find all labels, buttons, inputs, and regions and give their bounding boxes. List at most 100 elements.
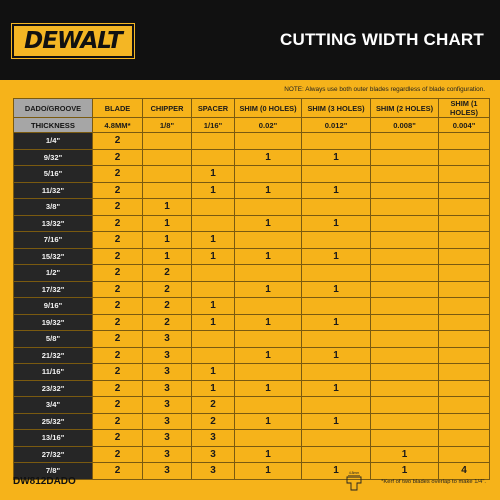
quantity-cell: [438, 214, 490, 232]
quantity-cell: [234, 132, 302, 150]
quantity-cell: [370, 165, 439, 183]
dado-size-cell: 5/8": [13, 330, 93, 348]
quantity-cell: [301, 396, 371, 414]
table-row: 3/8" 2 1: [13, 198, 490, 216]
quantity-cell: [191, 280, 235, 298]
quantity-cell: 2: [92, 429, 143, 447]
quantity-cell: 4: [438, 462, 490, 480]
quantity-cell: [438, 396, 490, 414]
dado-size-cell: 11/16": [13, 363, 93, 381]
quantity-cell: [438, 280, 490, 298]
quantity-cell: [234, 429, 302, 447]
quantity-cell: [438, 198, 490, 216]
dado-size-cell: 7/16": [13, 231, 93, 249]
quantity-cell: [234, 330, 302, 348]
quantity-cell: 2: [92, 297, 143, 315]
quantity-cell: [438, 412, 490, 430]
quantity-cell: [370, 379, 439, 397]
quantity-cell: [438, 429, 490, 447]
quantity-cell: [370, 148, 439, 166]
quantity-cell: [438, 379, 490, 397]
dado-size-cell: 13/16": [13, 429, 93, 447]
quantity-cell: 3: [191, 462, 235, 480]
quantity-cell: [370, 396, 439, 414]
thickness-cell: THICKNESS: [13, 117, 93, 133]
dado-size-cell: 9/16": [13, 297, 93, 315]
quantity-cell: 1: [234, 313, 302, 331]
quantity-cell: 1: [234, 148, 302, 166]
dado-size-cell: 23/32": [13, 379, 93, 397]
quantity-cell: [370, 198, 439, 216]
quantity-cell: 3: [142, 379, 192, 397]
chart-title: CUTTING WIDTH CHART: [280, 30, 484, 49]
quantity-cell: 1: [301, 148, 371, 166]
header-bar: DEWALT CUTTING WIDTH CHART: [0, 0, 500, 80]
quantity-cell: 2: [92, 363, 143, 381]
quantity-cell: [370, 280, 439, 298]
quantity-cell: 1: [191, 231, 235, 249]
thickness-cell: 1/8": [142, 117, 192, 133]
quantity-cell: [191, 346, 235, 364]
quantity-cell: [191, 330, 235, 348]
thickness-cell: 0.02": [234, 117, 302, 133]
quantity-cell: 3: [142, 429, 192, 447]
quantity-cell: 1: [301, 346, 371, 364]
quantity-cell: [234, 198, 302, 216]
quantity-cell: 2: [92, 330, 143, 348]
configuration-note: NOTE: Always use both outer blades regar…: [284, 86, 485, 93]
quantity-cell: 1: [191, 363, 235, 381]
quantity-cell: 1: [301, 412, 371, 430]
quantity-cell: 3: [142, 330, 192, 348]
thickness-cell: 4.8MM*: [92, 117, 143, 133]
table-row: 13/32" 2 1 1 1: [13, 214, 490, 232]
quantity-cell: 1: [142, 247, 192, 265]
table-row: 15/32" 2 1 1 1 1: [13, 247, 490, 265]
quantity-cell: 1: [191, 247, 235, 265]
quantity-cell: [370, 346, 439, 364]
quantity-cell: 2: [191, 412, 235, 430]
quantity-cell: 1: [142, 231, 192, 249]
thickness-cell: 0.008": [370, 117, 439, 133]
quantity-cell: 2: [92, 132, 143, 150]
quantity-cell: [191, 214, 235, 232]
quantity-cell: 1: [301, 280, 371, 298]
quantity-cell: 2: [92, 346, 143, 364]
quantity-cell: 2: [191, 396, 235, 414]
quantity-cell: [191, 264, 235, 282]
quantity-cell: 1: [234, 280, 302, 298]
dado-size-cell: 1/2": [13, 264, 93, 282]
quantity-cell: [438, 132, 490, 150]
quantity-cell: [438, 346, 490, 364]
quantity-cell: [438, 330, 490, 348]
table-row: 5/8" 2 3: [13, 330, 490, 348]
quantity-cell: [370, 429, 439, 447]
quantity-cell: [370, 214, 439, 232]
quantity-cell: [301, 429, 371, 447]
quantity-cell: 2: [92, 181, 143, 199]
quantity-cell: 2: [92, 165, 143, 183]
header-cell: SHIM (0 HOLES): [234, 98, 302, 118]
quantity-cell: 3: [142, 412, 192, 430]
quantity-cell: [438, 181, 490, 199]
quantity-cell: [301, 198, 371, 216]
dado-size-cell: 13/32": [13, 214, 93, 232]
quantity-cell: [234, 264, 302, 282]
quantity-cell: 2: [92, 396, 143, 414]
dado-size-cell: 3/4": [13, 396, 93, 414]
quantity-cell: [191, 198, 235, 216]
quantity-cell: 1: [234, 412, 302, 430]
quantity-cell: 1: [191, 313, 235, 331]
quantity-cell: [191, 132, 235, 150]
quantity-cell: 2: [92, 198, 143, 216]
quantity-cell: 1: [191, 165, 235, 183]
quantity-cell: [370, 264, 439, 282]
quantity-cell: [370, 363, 439, 381]
header-row: DADO/GROOVE BLADE CHIPPER SPACER SHIM (0…: [13, 98, 490, 118]
quantity-cell: [370, 412, 439, 430]
quantity-cell: [234, 165, 302, 183]
thickness-cell: 1/16": [191, 117, 235, 133]
quantity-cell: 3: [142, 396, 192, 414]
quantity-cell: 1: [191, 379, 235, 397]
quantity-cell: 1: [301, 379, 371, 397]
dado-size-cell: 19/32": [13, 313, 93, 331]
